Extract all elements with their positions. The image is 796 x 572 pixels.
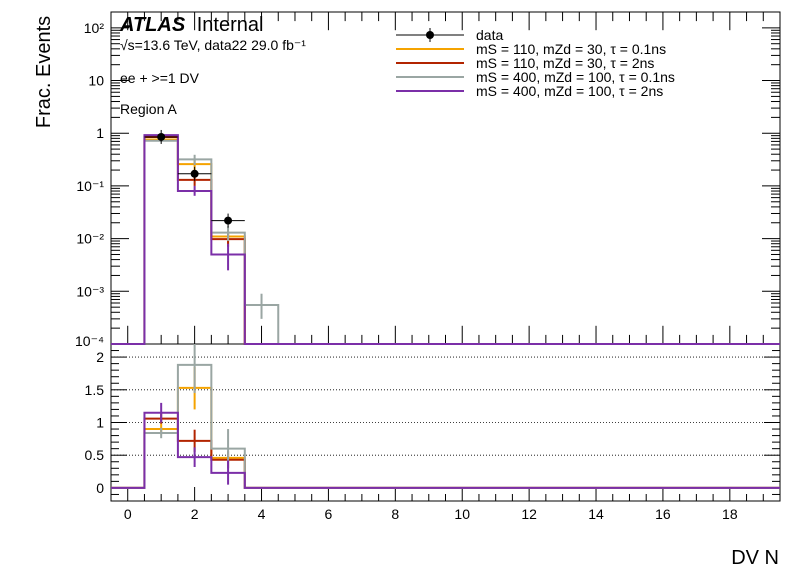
region-text: Region A (120, 101, 177, 117)
legend-entry-label: mS = 110, mZd = 30, τ = 2ns (476, 55, 654, 71)
x-tick-label: 2 (191, 506, 199, 522)
atlas-label-internal: Internal (197, 14, 264, 36)
ratio-y-tick-label: 2 (96, 349, 104, 365)
ratio-y-tick-label: 0.5 (85, 447, 105, 463)
top-y-tick-label: 10⁻² (76, 231, 104, 247)
x-tick-label: 8 (391, 506, 399, 522)
atlas-label-bold: ATLAS (119, 14, 186, 36)
top-y-tick-label: 10⁻³ (76, 283, 104, 299)
atlas-label: ATLAS Internal (119, 14, 263, 36)
series-3-hist (111, 134, 780, 345)
selection-text: ee + >=1 DV (120, 70, 200, 86)
data-point (224, 216, 233, 225)
legend-entry-label: mS = 110, mZd = 30, τ = 0.1ns (476, 41, 666, 57)
series-3-ratio (111, 411, 780, 489)
x-tick-label: 0 (124, 506, 132, 522)
legend-entry-label: mS = 400, mZd = 100, τ = 2ns (476, 83, 663, 99)
top-y-tick-label: 1 (96, 125, 104, 141)
data-point (190, 169, 199, 178)
y-axis-title: Frac. Events (33, 16, 55, 128)
x-tick-label: 18 (722, 506, 738, 522)
ratio-y-tick-label: 1.5 (85, 382, 105, 398)
ratio-y-tick-label: 1 (96, 415, 104, 431)
x-tick-label: 4 (258, 506, 266, 522)
data-point (157, 132, 166, 141)
ratio-y-tick-label: 0 (96, 480, 104, 496)
x-tick-label: 14 (588, 506, 604, 522)
energy-text: √s=13.6 TeV, data22 29.0 fb⁻¹ (120, 37, 306, 53)
legend-entry-label: mS = 400, mZd = 100, τ = 0.1ns (476, 69, 675, 85)
x-tick-label: 10 (454, 506, 470, 522)
x-tick-label: 12 (521, 506, 537, 522)
legend-entry-label: data (476, 27, 503, 43)
x-tick-label: 6 (325, 506, 333, 522)
top-y-tick-label: 10² (84, 20, 105, 36)
top-y-cut-label: 10⁻⁴ (75, 333, 104, 349)
top-y-tick-label: 10 (88, 73, 104, 89)
x-tick-label: 16 (655, 506, 671, 522)
x-axis-title: DV N (731, 547, 779, 569)
top-y-tick-label: 10⁻¹ (76, 178, 104, 194)
